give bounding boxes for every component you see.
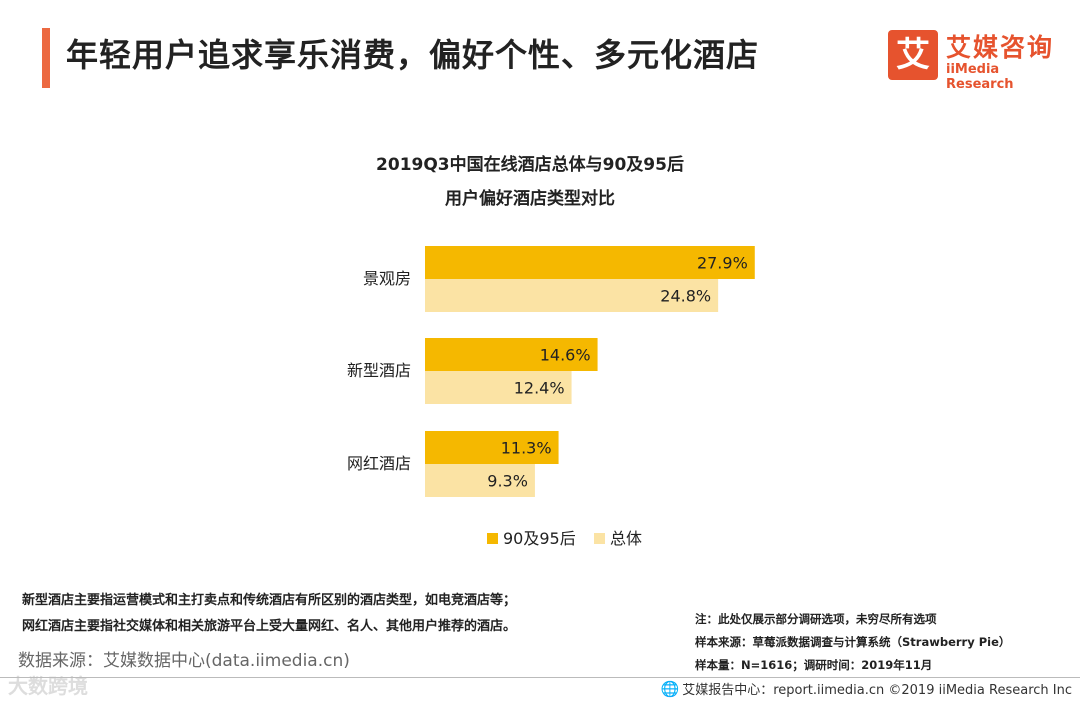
bar-young — [425, 246, 755, 279]
footer-text: 艾媒报告中心：report.iimedia.cn ©2019 iiMedia R… — [682, 683, 1072, 698]
definition-notes: 新型酒店主要指运营模式和主打卖点和传统酒店有所区别的酒店类型，如电竞酒店等； 网… — [22, 588, 516, 640]
footer-divider — [0, 677, 1080, 678]
data-label: 27.9% — [697, 254, 748, 273]
bar-young — [425, 338, 598, 371]
note-line-1: 新型酒店主要指运营模式和主打卖点和传统酒店有所区别的酒店类型，如电竞酒店等； — [22, 593, 517, 608]
globe-icon: 🌐 — [660, 680, 680, 698]
category-label: 新型酒店 — [347, 361, 411, 380]
data-label: 24.8% — [660, 287, 711, 306]
chart-title-line2: 用户偏好酒店类型对比 — [445, 189, 615, 209]
logo-mark-icon: 艾 — [888, 30, 938, 80]
chart-title-line1: 2019Q3中国在线酒店总体与90及95后 — [376, 155, 684, 175]
watermark: 大数跨境 — [8, 674, 88, 698]
survey-notes: 注：此处仅展示部分调研选项，未穷尽所有选项 样本来源：草莓派数据调查与计算系统（… — [695, 608, 1010, 677]
legend-swatch — [594, 533, 605, 544]
data-label: 9.3% — [487, 472, 528, 491]
legend-label: 总体 — [610, 529, 642, 548]
bar-overall — [425, 371, 572, 404]
note-line-2: 网红酒店主要指社交媒体和相关旅游平台上受大量网红、名人、其他用户推荐的酒店。 — [22, 619, 517, 634]
page-title: 年轻用户追求享乐消费，偏好个性、多元化酒店 — [66, 36, 760, 74]
logo-chinese-name: 艾媒咨询 — [946, 33, 1055, 62]
title-accent-bar — [42, 28, 50, 88]
category-label: 网红酒店 — [347, 454, 411, 473]
data-label: 11.3% — [501, 439, 552, 458]
sample-size: 样本量：N=1616；调研时间：2019年11月 — [695, 658, 933, 672]
sample-source: 样本来源：草莓派数据调查与计算系统（Strawberry Pie） — [695, 635, 1011, 649]
data-label: 14.6% — [540, 346, 591, 365]
bar-young — [425, 431, 559, 464]
legend-label: 90及95后 — [503, 529, 576, 548]
chart-title: 2019Q3中国在线酒店总体与90及95后 用户偏好酒店类型对比 — [330, 148, 730, 216]
footer: 🌐 艾媒报告中心：report.iimedia.cn ©2019 iiMedia … — [661, 679, 1073, 698]
bar-overall — [425, 464, 535, 497]
survey-note: 注：此处仅展示部分调研选项，未穷尽所有选项 — [695, 612, 937, 626]
data-source: 数据来源：艾媒数据中心(data.iimedia.cn) — [18, 651, 350, 671]
category-label: 景观房 — [363, 269, 411, 288]
logo-english-name: iiMedia Research — [946, 62, 1014, 92]
iimedia-logo: 艾 艾媒咨询 iiMedia Research — [888, 30, 1063, 92]
bar-overall — [425, 279, 719, 312]
data-label: 12.4% — [514, 379, 565, 398]
legend-swatch — [487, 533, 498, 544]
